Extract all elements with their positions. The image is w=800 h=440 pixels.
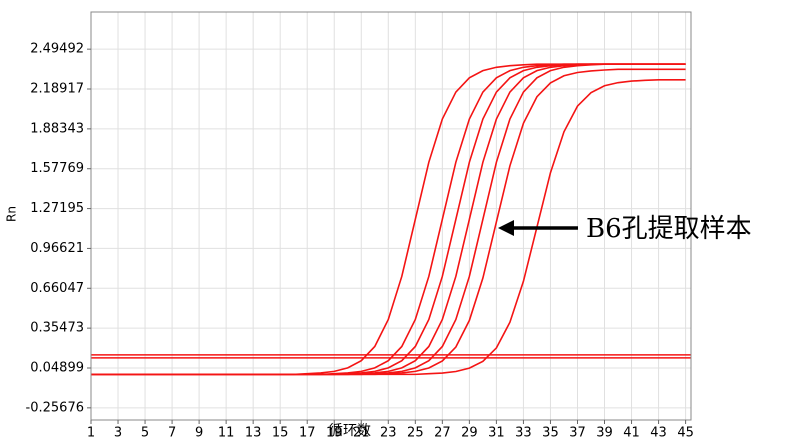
plot-area bbox=[91, 12, 691, 420]
y-tick-label: -0.25676 bbox=[26, 400, 84, 415]
x-tick-label: 5 bbox=[141, 426, 149, 440]
y-tick-label: 1.27195 bbox=[30, 201, 84, 216]
x-tick-label: 21 bbox=[353, 426, 370, 440]
x-tick-label: 33 bbox=[515, 426, 532, 440]
x-tick-label: 25 bbox=[407, 426, 424, 440]
x-tick-label: 19 bbox=[326, 426, 343, 440]
x-tick-label: 1 bbox=[87, 426, 95, 440]
x-tick-label: 29 bbox=[461, 426, 478, 440]
x-tick-label: 27 bbox=[434, 426, 451, 440]
x-tick-label: 7 bbox=[168, 426, 176, 440]
y-tick-label: 0.35473 bbox=[30, 321, 84, 336]
x-tick-label: 17 bbox=[299, 426, 316, 440]
x-tick-label: 31 bbox=[488, 426, 505, 440]
x-tick-label: 9 bbox=[195, 426, 203, 440]
x-tick-label: 13 bbox=[245, 426, 262, 440]
y-tick-label: 1.57769 bbox=[30, 161, 84, 176]
x-tick-label: 45 bbox=[677, 426, 694, 440]
amplification-curve bbox=[91, 78, 686, 376]
annotation-arrowhead bbox=[498, 220, 514, 236]
y-axis-label: Rn bbox=[5, 206, 19, 222]
y-tick-label: 0.66047 bbox=[30, 281, 84, 296]
x-tick-label: 23 bbox=[380, 426, 397, 440]
x-tick-label: 43 bbox=[650, 426, 667, 440]
x-axis-label: 循环数 bbox=[329, 423, 371, 439]
annotation: B6孔提取样本 bbox=[586, 214, 752, 244]
plot-frame bbox=[90, 11, 692, 421]
x-tick-label: 41 bbox=[623, 426, 640, 440]
y-tick-label: 1.88343 bbox=[30, 121, 84, 136]
x-tick-label: 11 bbox=[218, 426, 235, 440]
y-tick-label: 0.04899 bbox=[30, 360, 84, 375]
x-tick-label: 35 bbox=[542, 426, 559, 440]
x-tick-label: 39 bbox=[596, 426, 613, 440]
y-tick-label: 0.96621 bbox=[30, 241, 84, 256]
x-tick-label: 3 bbox=[114, 426, 122, 440]
y-tick-label: 2.18917 bbox=[30, 82, 84, 97]
x-tick-label: 15 bbox=[272, 426, 289, 440]
x-tick-label: 37 bbox=[569, 426, 586, 440]
y-tick-label: 2.49492 bbox=[30, 42, 84, 57]
